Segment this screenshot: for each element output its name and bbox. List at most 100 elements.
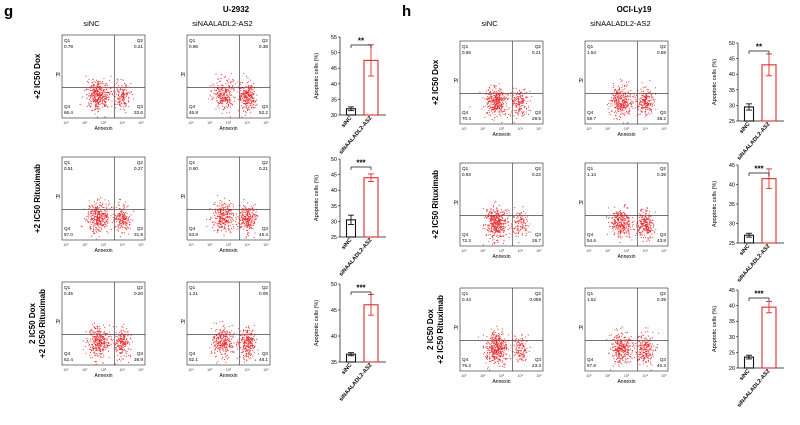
- cell-dot: [633, 94, 635, 96]
- cell-dot: [251, 345, 254, 347]
- cell-dot: [91, 357, 93, 359]
- cell-dot: [211, 221, 214, 223]
- cell-dot: [494, 105, 496, 107]
- cell-dot: [118, 339, 120, 341]
- cell-dot: [233, 225, 235, 228]
- cell-dot: [253, 104, 255, 106]
- cell-dot: [96, 218, 98, 220]
- cell-dot: [495, 231, 497, 233]
- cell-dot: [618, 108, 620, 110]
- cell-dot: [503, 99, 505, 101]
- cell-dot: [113, 338, 115, 341]
- cell-dot: [219, 90, 221, 92]
- cell-dot: [500, 235, 502, 237]
- cell-dot: [116, 335, 118, 338]
- cell-dot: [222, 336, 224, 338]
- cell-dot: [123, 90, 125, 92]
- cell-dot: [654, 99, 656, 101]
- cell-dot: [121, 332, 123, 334]
- cell-dot: [107, 346, 109, 348]
- cell-dot: [240, 99, 242, 101]
- cell-dot: [252, 227, 254, 229]
- cell-dot: [91, 336, 93, 338]
- cell-dot: [499, 105, 501, 107]
- cell-dot: [625, 95, 627, 97]
- cell-dot: [489, 238, 491, 240]
- cell-dot: [496, 116, 498, 118]
- cell-dot: [254, 107, 256, 109]
- bar-y-tick-label: 55: [331, 35, 337, 41]
- cell-dot: [104, 333, 106, 335]
- cell-dot: [523, 106, 525, 108]
- cell-dot: [490, 224, 492, 226]
- quadrant-label: Q4: [462, 232, 469, 237]
- quadrant-label: Q1: [189, 160, 196, 165]
- cell-dot: [217, 341, 219, 343]
- cell-dot: [501, 112, 503, 114]
- cell-dot: [617, 89, 619, 91]
- cell-dot: [102, 204, 104, 206]
- cell-dot: [240, 209, 242, 211]
- quadrant-value: 0.51: [64, 166, 73, 171]
- cell-dot: [99, 343, 101, 345]
- cell-dot: [220, 213, 222, 215]
- cell-dot: [237, 222, 239, 224]
- cell-dot: [109, 207, 111, 209]
- cell-dot: [518, 242, 520, 244]
- cell-dot: [89, 215, 91, 217]
- cell-dot: [108, 99, 110, 101]
- cell-dot: [519, 220, 521, 222]
- cell-dot: [225, 221, 227, 224]
- cell-dot: [95, 213, 97, 216]
- cell-dot: [498, 107, 500, 110]
- cell-dot: [249, 98, 251, 100]
- cell-dot: [232, 337, 234, 339]
- cell-dot: [245, 217, 247, 219]
- cell-dot: [110, 87, 112, 89]
- cell-dot: [219, 333, 221, 335]
- cell-dot: [224, 93, 226, 95]
- cell-dot: [239, 227, 242, 229]
- cell-dot: [91, 338, 93, 340]
- cell-dot: [630, 100, 632, 103]
- cell-dot: [246, 330, 248, 332]
- cell-dot: [627, 92, 629, 94]
- cell-dot: [103, 333, 105, 335]
- cell-dot: [90, 218, 92, 220]
- x-tick-label: 10⁴: [642, 127, 648, 131]
- cell-dot: [240, 90, 242, 92]
- cell-dot: [643, 102, 645, 104]
- cell-dot: [97, 90, 99, 92]
- cell-dot: [100, 343, 102, 346]
- cell-dot: [228, 209, 230, 211]
- cell-dot: [256, 103, 258, 105]
- cell-dot: [221, 99, 223, 101]
- cell-dot: [115, 335, 117, 337]
- quadrant-label: Q1: [189, 38, 196, 43]
- cell-dot: [115, 225, 117, 227]
- cell-dot: [630, 102, 632, 104]
- cell-dot: [251, 105, 253, 107]
- cell-dot: [102, 336, 104, 338]
- cell-dot: [491, 224, 493, 226]
- cell-dot: [646, 97, 648, 99]
- cell-dot: [101, 345, 103, 347]
- cell-dot: [243, 349, 245, 351]
- cell-dot: [490, 212, 492, 214]
- cell-dot: [224, 209, 226, 211]
- cell-dot: [497, 209, 499, 211]
- cell-dot: [123, 106, 125, 108]
- cell-dot: [250, 92, 252, 94]
- cell-dot: [218, 332, 220, 334]
- cell-dot: [120, 339, 122, 341]
- cell-dot: [120, 348, 122, 350]
- bar-ylabel-group: Apoptotic cells (%): [712, 59, 718, 105]
- cell-dot: [128, 221, 130, 223]
- cell-dot: [99, 328, 101, 330]
- cell-dot: [620, 98, 622, 100]
- cell-dot: [95, 223, 97, 225]
- x-tick-label: 10²: [207, 121, 213, 125]
- cell-dot: [87, 102, 90, 104]
- cell-dot: [518, 107, 521, 109]
- cell-dot: [87, 340, 89, 342]
